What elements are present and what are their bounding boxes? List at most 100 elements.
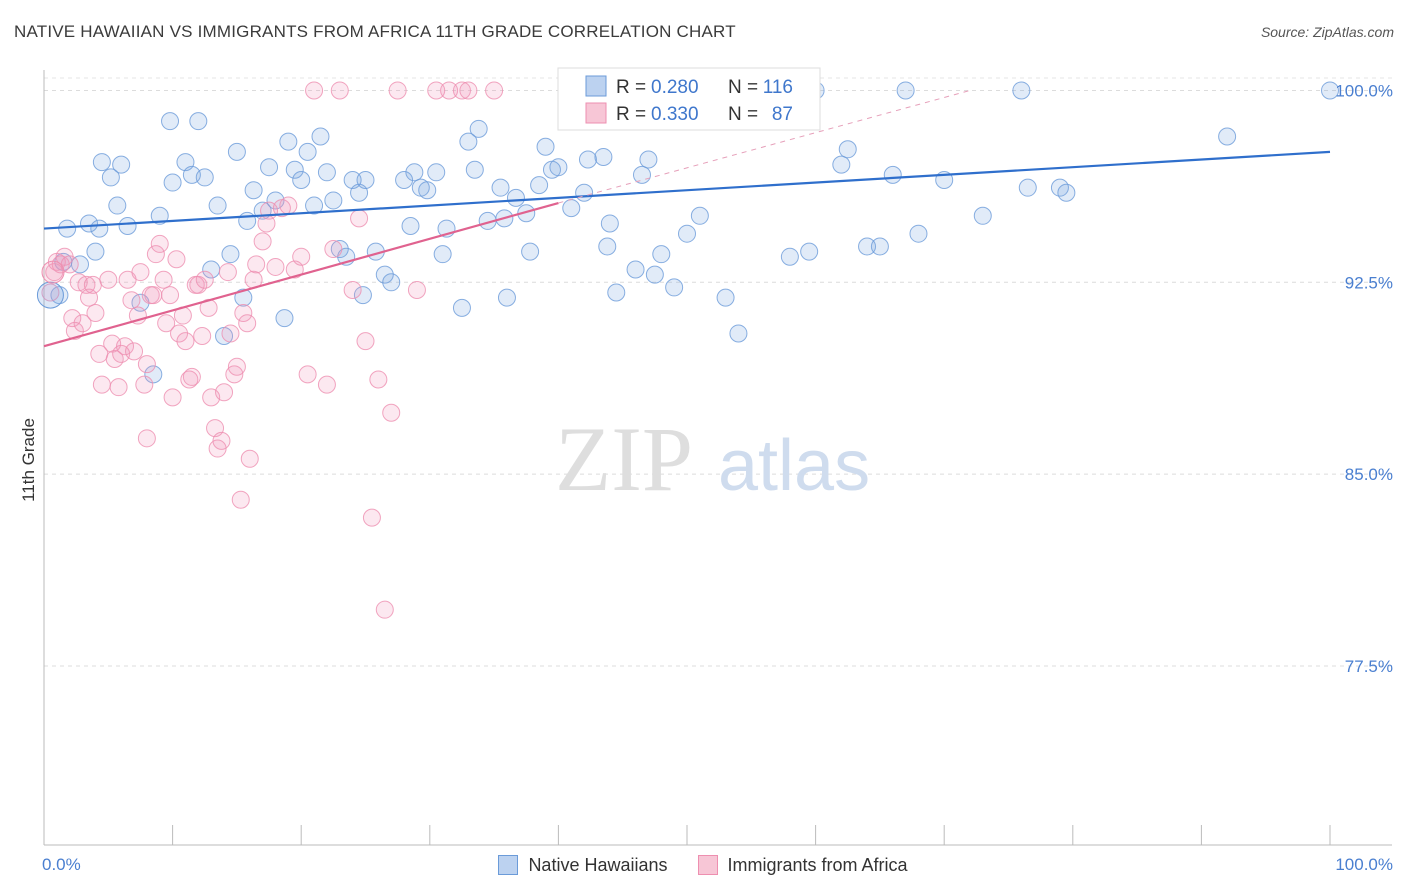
point-native-hawaiians <box>598 237 617 256</box>
x-tick-label: 0.0% <box>42 855 81 874</box>
point-native-hawaiians <box>1057 183 1076 202</box>
point-immigrants-africa <box>362 508 381 527</box>
point-native-hawaiians <box>324 191 343 210</box>
point-native-hawaiians <box>260 158 279 177</box>
point-native-hawaiians <box>521 242 540 261</box>
axes <box>43 70 1392 846</box>
point-native-hawaiians <box>678 224 696 243</box>
point-immigrants-africa <box>137 429 156 448</box>
point-native-hawaiians <box>562 199 581 218</box>
point-immigrants-africa <box>212 431 231 450</box>
stats-swatch <box>585 102 607 124</box>
point-native-hawaiians <box>909 224 928 243</box>
point-native-hawaiians <box>317 163 336 182</box>
point-immigrants-africa <box>86 303 105 322</box>
point-immigrants-africa <box>247 255 266 274</box>
point-native-hawaiians <box>780 247 799 266</box>
point-immigrants-africa <box>485 81 504 100</box>
point-immigrants-africa <box>45 263 64 282</box>
y-tick-label: 100.0% <box>1335 81 1393 100</box>
point-immigrants-africa <box>163 388 182 407</box>
point-immigrants-africa <box>292 247 311 266</box>
point-immigrants-africa <box>221 324 240 343</box>
point-immigrants-africa <box>131 263 150 282</box>
point-immigrants-africa <box>388 81 407 100</box>
point-native-hawaiians <box>418 181 437 200</box>
point-native-hawaiians <box>161 112 180 131</box>
point-immigrants-africa <box>324 240 343 259</box>
point-native-hawaiians <box>208 196 227 215</box>
point-immigrants-africa <box>231 490 250 509</box>
point-immigrants-africa <box>240 449 259 468</box>
point-native-hawaiians <box>1012 81 1031 100</box>
point-immigrants-africa <box>305 81 324 100</box>
point-native-hawaiians <box>150 206 169 225</box>
point-native-hawaiians <box>108 196 127 215</box>
point-native-hawaiians <box>626 260 645 279</box>
point-immigrants-africa <box>193 327 212 346</box>
y-axis-label: 11th Grade <box>19 418 38 502</box>
point-immigrants-africa <box>92 375 111 394</box>
point-immigrants-africa <box>73 314 92 333</box>
point-immigrants-africa <box>298 365 317 384</box>
stats-r-label: R = <box>616 77 646 98</box>
point-native-hawaiians <box>311 127 330 146</box>
point-native-hawaiians <box>883 165 902 184</box>
point-native-hawaiians <box>305 196 324 215</box>
y-tick-label: 85.0% <box>1345 465 1393 484</box>
point-native-hawaiians <box>144 365 163 384</box>
point-native-hawaiians <box>279 132 298 151</box>
point-immigrants-africa <box>215 383 234 402</box>
point-native-hawaiians <box>427 163 446 182</box>
point-immigrants-africa <box>137 355 156 374</box>
point-immigrants-africa <box>356 332 375 351</box>
legend-item-native-hawaiians: Native Hawaiians <box>498 855 668 876</box>
point-native-hawaiians <box>973 206 992 225</box>
point-native-hawaiians <box>244 181 263 200</box>
point-native-hawaiians <box>858 237 877 256</box>
point-native-hawaiians <box>469 119 488 138</box>
point-native-hawaiians <box>375 265 394 284</box>
point-immigrants-africa <box>122 291 141 310</box>
point-native-hawaiians <box>1321 81 1339 100</box>
point-immigrants-africa <box>253 232 272 251</box>
chart-title: NATIVE HAWAIIAN VS IMMIGRANTS FROM AFRIC… <box>14 22 736 41</box>
stats-swatch <box>585 75 607 97</box>
point-native-hawaiians <box>401 217 420 236</box>
point-immigrants-africa <box>135 375 154 394</box>
point-native-hawaiians <box>645 265 664 284</box>
point-native-hawaiians <box>163 173 182 192</box>
point-native-hawaiians <box>578 150 597 169</box>
legend-swatch-pink <box>697 855 718 875</box>
stats-r-value: 0.280 <box>651 77 699 98</box>
point-immigrants-africa <box>343 280 362 299</box>
point-native-hawaiians <box>665 278 684 297</box>
point-native-hawaiians <box>36 281 64 309</box>
trend-lines <box>43 89 1331 348</box>
watermark-atlas: atlas <box>718 426 870 506</box>
point-immigrants-africa <box>452 81 471 100</box>
point-native-hawaiians <box>238 211 257 230</box>
x-tick-labels: 0.0% 100.0% <box>42 855 1393 874</box>
point-native-hawaiians <box>285 160 304 179</box>
point-immigrants-africa <box>182 367 201 386</box>
point-native-hawaiians <box>716 288 735 307</box>
source-label: Source: ZipAtlas.com <box>1260 24 1394 40</box>
point-immigrants-africa <box>146 245 165 264</box>
point-immigrants-africa <box>83 275 102 294</box>
point-native-hawaiians <box>896 81 915 100</box>
point-native-hawaiians <box>838 140 857 159</box>
point-native-hawaiians <box>506 188 525 207</box>
point-native-hawaiians <box>800 242 819 261</box>
legend-label: Immigrants from Africa <box>727 854 908 875</box>
point-native-hawaiians <box>71 255 90 274</box>
point-native-hawaiians <box>118 217 137 236</box>
point-immigrants-africa <box>116 337 135 356</box>
stats-r-value: 0.330 <box>651 104 699 125</box>
point-native-hawaiians <box>832 155 851 174</box>
point-native-hawaiians <box>729 324 748 343</box>
point-immigrants-africa <box>154 270 173 289</box>
point-native-hawaiians <box>92 153 111 172</box>
stats-n-label: N = <box>728 104 758 125</box>
point-native-hawaiians <box>80 214 99 233</box>
